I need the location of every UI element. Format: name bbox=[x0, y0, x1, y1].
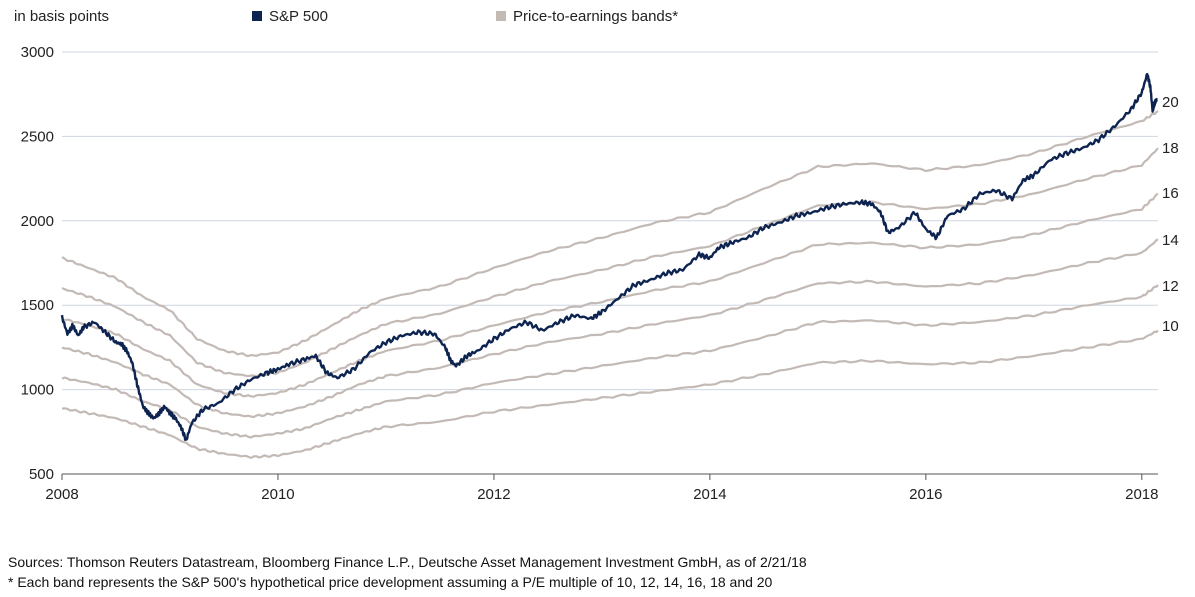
x-tick-label: 2012 bbox=[477, 486, 510, 503]
band-label-14: 14 bbox=[1162, 232, 1179, 249]
sources-note: Sources: Thomson Reuters Datastream, Blo… bbox=[8, 554, 807, 570]
y-tick-label: 3000 bbox=[21, 44, 54, 61]
y-tick-label: 500 bbox=[29, 466, 54, 483]
sp500-series bbox=[60, 72, 1158, 441]
legend-sp500: S&P 500 bbox=[252, 8, 328, 25]
y-tick-label: 1500 bbox=[21, 297, 54, 314]
legend-unit: in basis points bbox=[14, 8, 109, 25]
pe-band-14 bbox=[61, 238, 1159, 419]
pe-band-12 bbox=[61, 284, 1159, 439]
gridlines bbox=[62, 51, 1158, 391]
unit-label: in basis points bbox=[14, 8, 110, 25]
band-label-10: 10 bbox=[1162, 318, 1179, 335]
x-tick-label: 2014 bbox=[693, 486, 726, 503]
x-tick-label: 2016 bbox=[909, 486, 942, 503]
pe-band-10 bbox=[61, 329, 1159, 459]
sp500-line bbox=[60, 72, 1158, 441]
pe-band-18 bbox=[61, 147, 1159, 378]
sp500-legend-label: S&P 500 bbox=[269, 8, 328, 25]
bands-swatch bbox=[496, 11, 506, 21]
band-label-18: 18 bbox=[1162, 140, 1179, 157]
band-label-12: 12 bbox=[1162, 278, 1179, 295]
y-tick-label: 2500 bbox=[21, 128, 54, 145]
pe-bands bbox=[61, 110, 1159, 459]
sp500-swatch bbox=[252, 11, 262, 21]
x-tick-label: 2018 bbox=[1125, 486, 1158, 503]
axes: 500 1000 1500 2000 2500 3000 2008 2010 2012 2014 2… bbox=[21, 44, 1159, 503]
band-label-16: 16 bbox=[1162, 185, 1179, 202]
pe-footnote: * Each band represents the S&P 500's hyp… bbox=[8, 574, 773, 590]
band-label-20: 20 bbox=[1162, 94, 1179, 111]
y-tick-label: 2000 bbox=[21, 213, 54, 230]
x-tick-label: 2010 bbox=[261, 486, 294, 503]
band-labels: 20 18 16 14 12 10 bbox=[1162, 94, 1179, 335]
pe-band-16 bbox=[61, 192, 1159, 398]
bands-legend-label: Price-to-earnings bands* bbox=[513, 8, 679, 25]
pe-band-20 bbox=[61, 110, 1159, 358]
y-tick-label: 1000 bbox=[21, 382, 54, 399]
x-tick-label: 2008 bbox=[45, 486, 78, 503]
legend-bands: Price-to-earnings bands* bbox=[496, 8, 678, 25]
